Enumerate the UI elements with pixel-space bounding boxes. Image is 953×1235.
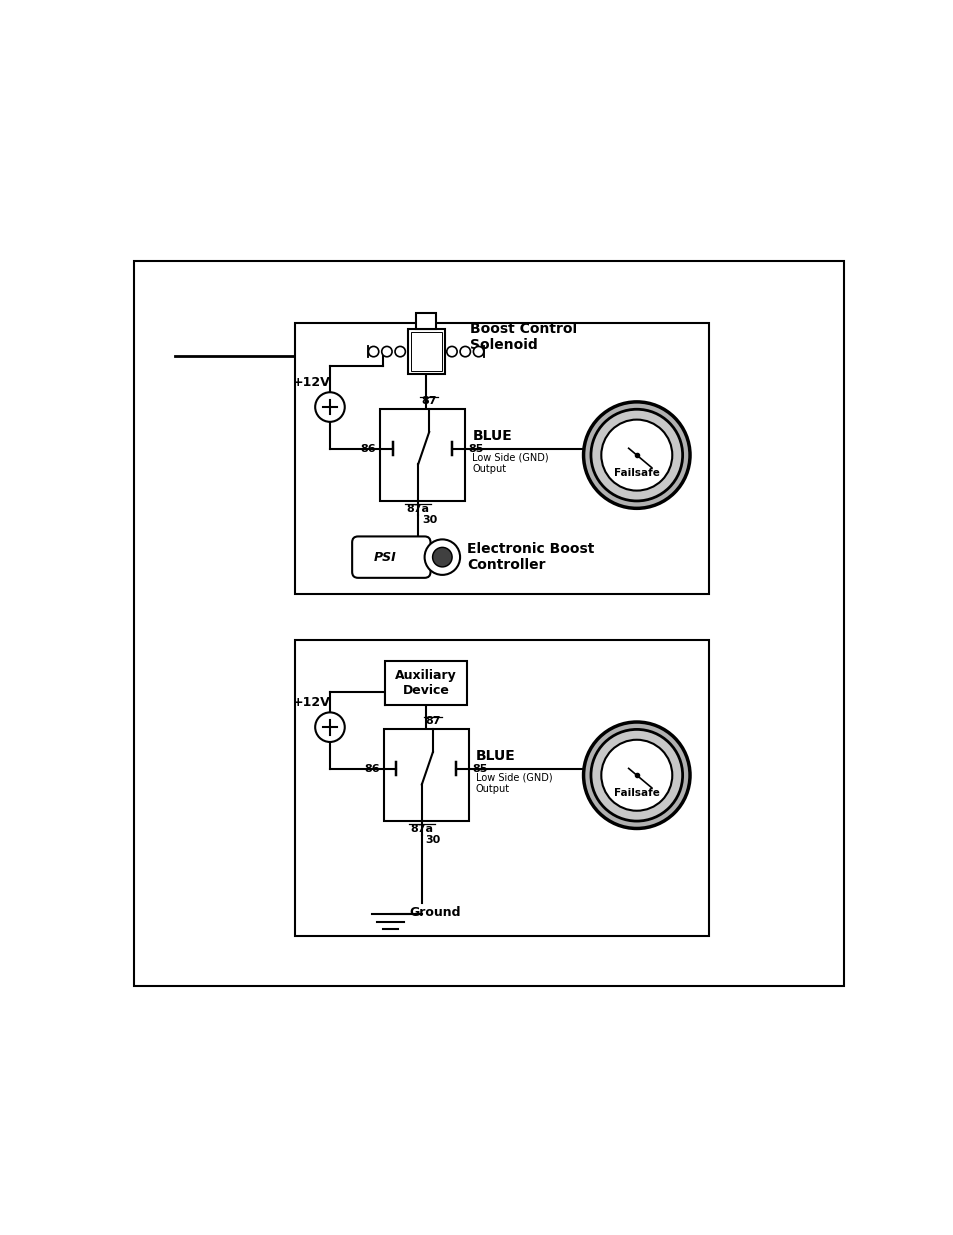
Text: 87: 87 — [421, 396, 436, 406]
Circle shape — [446, 347, 456, 357]
Text: Boost Control
Solenoid: Boost Control Solenoid — [470, 322, 577, 352]
Circle shape — [590, 730, 682, 821]
Circle shape — [381, 347, 392, 357]
Text: 85: 85 — [468, 443, 483, 453]
Bar — [385, 661, 466, 705]
Text: BLUE: BLUE — [476, 748, 516, 763]
Circle shape — [314, 393, 344, 422]
Text: +12V: +12V — [293, 377, 330, 389]
Text: Ground: Ground — [409, 906, 460, 919]
Text: Low Side (GND)
Output: Low Side (GND) Output — [472, 452, 548, 474]
Bar — [410, 332, 441, 370]
Text: +12V: +12V — [293, 697, 330, 709]
Bar — [294, 640, 708, 936]
Text: 87a: 87a — [406, 504, 429, 514]
Text: 87a: 87a — [410, 825, 433, 835]
Circle shape — [590, 409, 682, 501]
Circle shape — [583, 401, 689, 509]
Text: Low Side (GND)
Output: Low Side (GND) Output — [476, 772, 552, 794]
Text: 86: 86 — [364, 763, 379, 774]
Circle shape — [395, 347, 405, 357]
Text: BLUE: BLUE — [472, 429, 512, 442]
Circle shape — [600, 740, 672, 810]
Text: 30: 30 — [425, 835, 440, 845]
Text: Electronic Boost
Controller: Electronic Boost Controller — [467, 542, 595, 572]
Text: PSI: PSI — [373, 551, 395, 563]
Bar — [379, 409, 464, 501]
Bar — [407, 330, 444, 374]
Circle shape — [432, 547, 452, 567]
Text: Failsafe: Failsafe — [613, 468, 659, 478]
Circle shape — [424, 540, 459, 574]
Bar — [383, 729, 468, 821]
Bar — [416, 314, 436, 330]
FancyBboxPatch shape — [352, 536, 430, 578]
Circle shape — [583, 722, 689, 829]
Text: Auxiliary
Device: Auxiliary Device — [395, 669, 456, 697]
Text: 87: 87 — [425, 716, 440, 726]
Circle shape — [314, 713, 344, 742]
Circle shape — [473, 347, 483, 357]
Circle shape — [459, 347, 470, 357]
Text: Failsafe: Failsafe — [613, 788, 659, 798]
Text: 85: 85 — [472, 763, 487, 774]
Text: 86: 86 — [360, 443, 375, 453]
Text: 30: 30 — [421, 515, 436, 525]
Bar — [294, 322, 708, 594]
Circle shape — [368, 347, 378, 357]
Circle shape — [600, 420, 672, 490]
